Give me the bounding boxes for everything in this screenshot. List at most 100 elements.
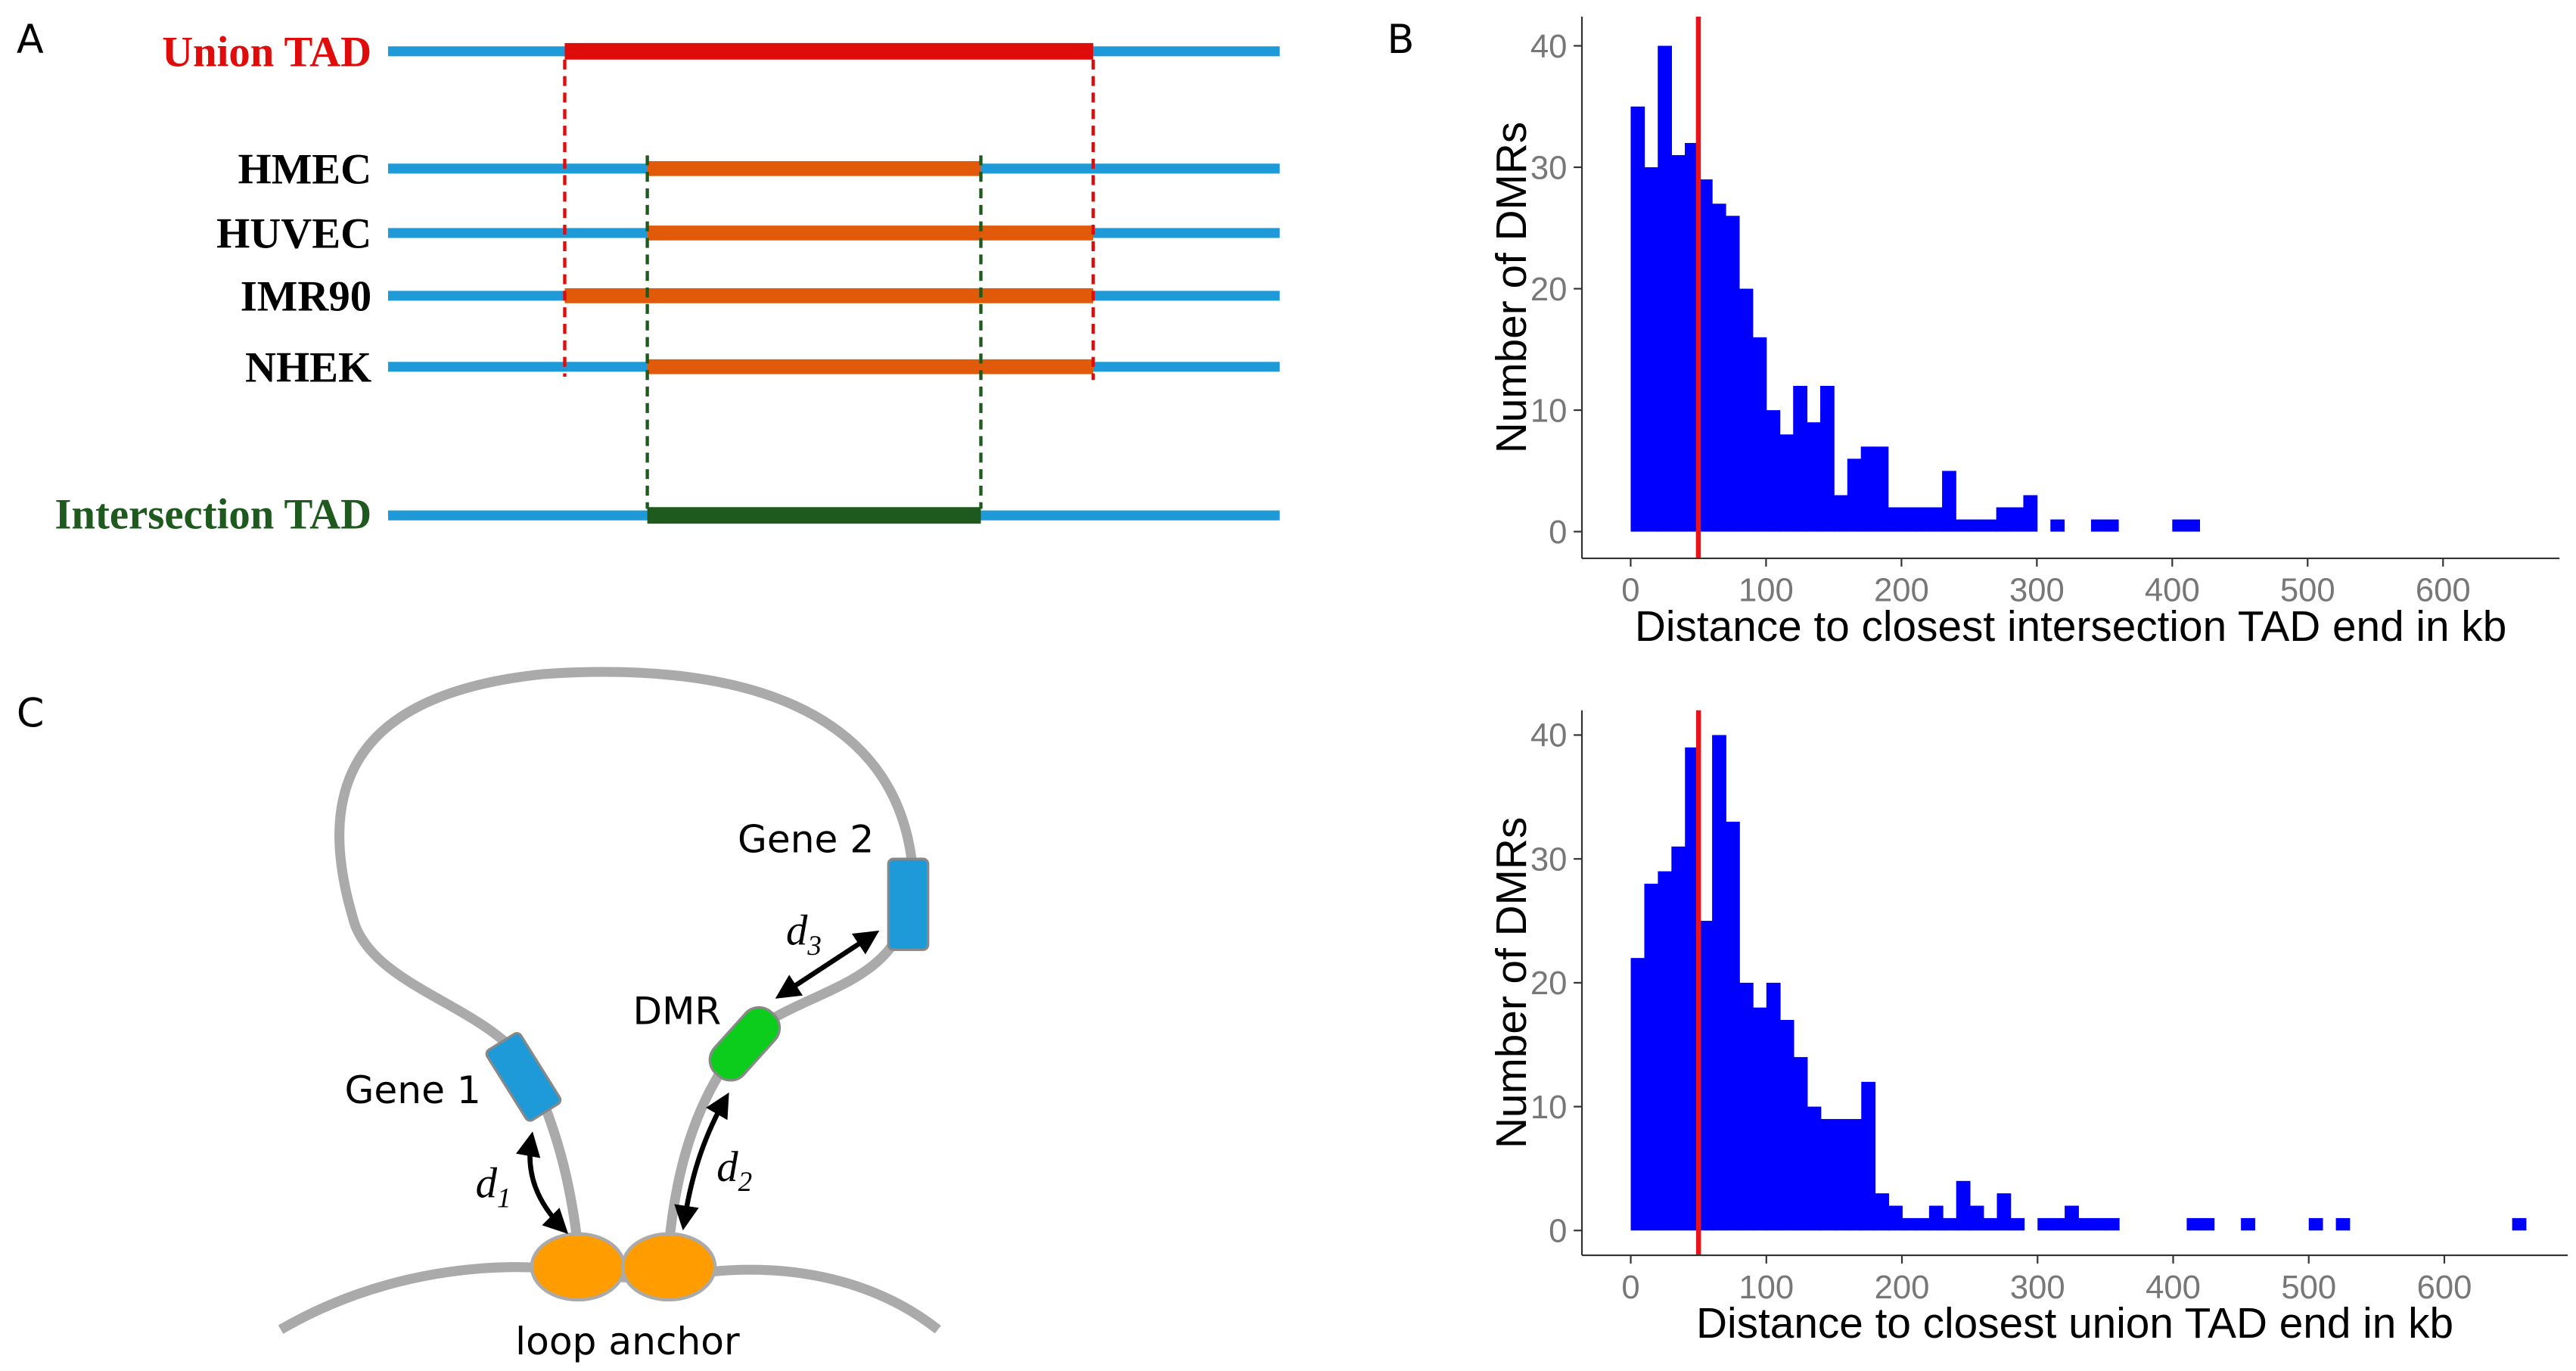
bar [1942, 471, 1956, 532]
bar [1658, 871, 1673, 1231]
bar [1793, 1057, 1808, 1231]
bar [1630, 958, 1645, 1231]
bar [2037, 1217, 2052, 1231]
bar [1630, 106, 1645, 532]
bar [1969, 1205, 1984, 1231]
bar [1779, 434, 1794, 532]
bar [1820, 385, 1835, 532]
panel-label: C [17, 691, 45, 737]
bar [1833, 495, 1848, 532]
intersection-bounds [645, 155, 983, 509]
dmr-label: DMR [632, 988, 721, 1033]
bar [1820, 1118, 1835, 1231]
x-tick-label: 600 [2416, 572, 2471, 609]
y-tick-label: 30 [1530, 841, 1568, 878]
bar [1847, 1118, 1863, 1231]
bar [2105, 1217, 2120, 1231]
bar [1712, 735, 1726, 1231]
bar [1861, 1081, 1876, 1231]
panel-label: B [1387, 17, 1414, 63]
x-tick-label: 0 [1621, 572, 1639, 609]
anchor [620, 1232, 717, 1302]
gene-1-label: Gene 1 [345, 1068, 481, 1112]
symbol: d [786, 907, 808, 955]
chromosome-lines [387, 46, 1280, 521]
bar [1739, 982, 1754, 1231]
cell-label: IMR90 [241, 273, 371, 321]
x-tick-label: 300 [2009, 572, 2065, 609]
gene-1 [485, 1031, 562, 1122]
panel-a: Union TAD HMEC HUVEC IMR90 NHEK Intersec… [54, 28, 1280, 539]
bar [1955, 519, 1970, 532]
y-tick-label: 20 [1530, 965, 1568, 1002]
x-tick-label: 100 [1739, 1269, 1794, 1306]
union-bounds [563, 59, 1095, 381]
bar [2023, 495, 2038, 532]
bar [1644, 883, 1659, 1231]
x-tick-label: 200 [1875, 1269, 1930, 1306]
y-axis-label: Number of DMRs [1488, 817, 1536, 1149]
cell-label: HMEC [238, 145, 372, 193]
x-tick-label: 400 [2145, 572, 2200, 609]
bar [1698, 179, 1713, 532]
bar [1875, 1193, 1889, 1231]
bar [1956, 1180, 1971, 1231]
bar [1698, 921, 1713, 1231]
x-tick-label: 500 [2281, 1269, 2336, 1306]
gene-2-label: Gene 2 [738, 816, 874, 861]
bar [1874, 446, 1889, 532]
bar [1996, 1193, 2012, 1231]
gene-2 [887, 857, 930, 951]
y-tick-label: 0 [1549, 514, 1567, 551]
bar [2051, 1217, 2065, 1231]
d2-label: d2 [716, 1143, 752, 1198]
subscript: 1 [497, 1183, 511, 1214]
x-tick-label: 0 [1621, 1269, 1639, 1306]
bar [2090, 519, 2105, 532]
bar [1928, 1205, 1944, 1231]
bar [1915, 507, 1930, 532]
bar [1766, 982, 1781, 1231]
x-tick-label: 300 [2010, 1269, 2065, 1306]
union-label: Union TAD [162, 28, 371, 76]
x-tick-label: 500 [2280, 572, 2335, 609]
bar [1902, 1217, 1916, 1231]
bar [2104, 519, 2119, 532]
x-tick-label: 100 [1739, 572, 1794, 609]
bar [1752, 1007, 1767, 1231]
bar [1996, 507, 2011, 532]
bar [1888, 507, 1903, 532]
cell-tads [564, 160, 1093, 375]
bar [1685, 747, 1700, 1231]
bar [2091, 1217, 2106, 1231]
bar [1834, 1118, 1849, 1231]
bar [1928, 507, 1943, 532]
cell-label: HUVEC [216, 210, 371, 258]
panel-c: Gene 2 DMR Gene 1 d1 d2 d3 loop anchor [278, 667, 941, 1363]
dmr [708, 1006, 782, 1082]
y-tick-label: 40 [1530, 28, 1568, 65]
chromatin [278, 667, 941, 1334]
bar [1982, 519, 1997, 532]
bar [1915, 1217, 1930, 1231]
cell-label: NHEK [245, 344, 371, 391]
bar [2186, 1217, 2202, 1231]
bar [2186, 519, 2200, 532]
bar [1888, 1205, 1903, 1231]
bar [2241, 1217, 2255, 1231]
bar [1685, 142, 1699, 532]
y-tick-label: 10 [1530, 1089, 1568, 1126]
bar [1658, 45, 1673, 532]
y-tick-label: 10 [1530, 392, 1568, 429]
bar [2308, 1217, 2323, 1231]
x-tick-label: 600 [2417, 1269, 2472, 1306]
x-axis-label: Distance to closest intersection TAD end… [1635, 603, 2506, 651]
x-tick-label: 200 [1874, 572, 1929, 609]
bar [1726, 822, 1740, 1231]
bar [1739, 288, 1754, 532]
d3-label: d3 [786, 907, 822, 962]
bar [1711, 204, 1726, 532]
bar [1671, 155, 1686, 532]
